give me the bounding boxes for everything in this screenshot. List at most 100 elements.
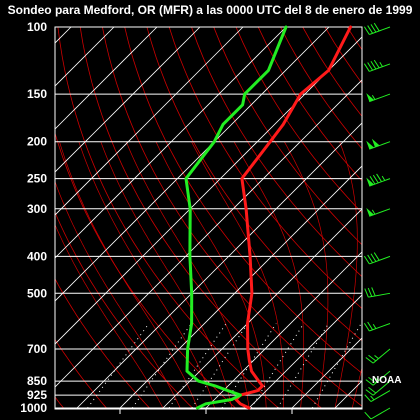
- barb-feather: [363, 63, 370, 72]
- moist-adiabat: [233, 141, 305, 409]
- wind-barb: [366, 138, 391, 150]
- dewpoint-point: [243, 92, 246, 96]
- temperature-point: [256, 389, 259, 392]
- barb-feather: [367, 321, 374, 331]
- temperature-tick-label: 0: [203, 418, 210, 420]
- barb-feather: [367, 62, 374, 71]
- temperature-point: [349, 25, 352, 29]
- temperature-point: [240, 177, 244, 180]
- pressure-tick-label: 200: [27, 135, 47, 149]
- barb-feather: [365, 357, 374, 364]
- pressure-tick-label: 1000: [20, 401, 47, 415]
- isotherm: [334, 380, 362, 409]
- credit-label: NOAA: [372, 375, 402, 386]
- background-lines: [55, 27, 420, 409]
- barb-half-feather: [374, 377, 379, 382]
- barb-feather: [367, 287, 373, 297]
- wind-barb: [366, 173, 391, 187]
- barb-feather: [368, 354, 377, 362]
- dry-adiabat: [79, 27, 322, 409]
- wind-barb: [365, 348, 391, 364]
- barb-flag: [366, 177, 375, 187]
- barb-feather: [368, 386, 377, 394]
- temperature-point: [250, 292, 254, 295]
- dewpoint-point: [213, 140, 216, 143]
- temperature-tick-label: −20: [110, 418, 131, 420]
- temperature-point: [246, 322, 249, 325]
- temperature-profile: [234, 25, 352, 410]
- barb-feather: [370, 24, 377, 33]
- temperature-point: [246, 347, 249, 351]
- wind-barb: [363, 22, 391, 35]
- barb-feather: [372, 174, 379, 184]
- pressure-tick-label: 500: [27, 286, 47, 300]
- dewpoint-point: [185, 369, 189, 373]
- pressure-tick-label: 100: [27, 20, 47, 34]
- barb-feather: [363, 26, 370, 35]
- moist-adiabat: [100, 141, 233, 409]
- dewpoint-point: [230, 398, 233, 401]
- barb-half-feather: [371, 209, 376, 215]
- dry-adiabat: [257, 27, 362, 182]
- pressure-tick-label: 150: [27, 87, 47, 101]
- barb-feather: [363, 255, 370, 265]
- isotherm: [55, 27, 287, 259]
- moist-adiabat: [55, 223, 164, 409]
- isotherm: [55, 27, 244, 216]
- dewpoint-point: [184, 177, 188, 180]
- barb-feather: [368, 376, 377, 384]
- wind-barb: [364, 390, 391, 402]
- barb-feather: [373, 59, 380, 69]
- dry-adiabat: [55, 278, 150, 409]
- barb-staff: [372, 380, 391, 396]
- isotherm: [378, 27, 420, 408]
- pressure-tick-label: 300: [27, 202, 47, 216]
- barb-half-feather: [371, 94, 376, 100]
- temperature-point: [244, 207, 248, 210]
- dewpoint-point: [188, 255, 192, 258]
- isotherm: [205, 251, 362, 409]
- wind-barb: [363, 321, 391, 332]
- dry-adiabat: [280, 27, 362, 150]
- dewpoint-point: [214, 384, 217, 388]
- wind-barb: [365, 370, 391, 386]
- dewpoint-point: [189, 207, 192, 210]
- isotherm: [291, 337, 362, 409]
- dry-adiabat: [370, 27, 420, 408]
- moist-adiabat: [351, 366, 362, 409]
- barb-half-feather: [370, 395, 375, 401]
- wind-barb: [363, 59, 391, 72]
- moist-adiabat: [334, 141, 358, 409]
- isotherm: [55, 79, 362, 388]
- barb-staff: [368, 292, 391, 298]
- chart-title: Sondeo para Medford, OR (MFR) a las 0000…: [7, 3, 413, 17]
- temperature-point: [239, 402, 242, 405]
- barb-staff: [372, 370, 391, 386]
- isotherm: [55, 27, 330, 302]
- wind-barb: [364, 287, 391, 298]
- wind-barb: [363, 252, 391, 265]
- wind-barb: [366, 207, 391, 217]
- dewpoint-point: [190, 322, 193, 325]
- mixing-ratio-line: [191, 323, 249, 409]
- dry-adiabat: [124, 27, 362, 374]
- barb-flag: [366, 140, 375, 150]
- barb-staff: [369, 255, 391, 265]
- barb-flag: [366, 93, 375, 102]
- temperature-point: [248, 359, 251, 362]
- dewpoint-point: [186, 347, 189, 351]
- barb-staff: [372, 348, 391, 364]
- barb-staff: [370, 407, 391, 420]
- isotherm: [119, 165, 362, 409]
- barb-flag: [371, 138, 380, 148]
- wind-barb: [365, 380, 391, 396]
- barb-flag: [366, 207, 375, 217]
- barb-half-feather: [379, 62, 383, 67]
- dewpoint-point: [226, 389, 229, 392]
- dry-adiabat: [414, 27, 420, 408]
- dewpoint-point: [204, 402, 208, 405]
- isotherm: [55, 27, 158, 130]
- temperature-point: [269, 140, 272, 143]
- moist-adiabat: [125, 141, 250, 409]
